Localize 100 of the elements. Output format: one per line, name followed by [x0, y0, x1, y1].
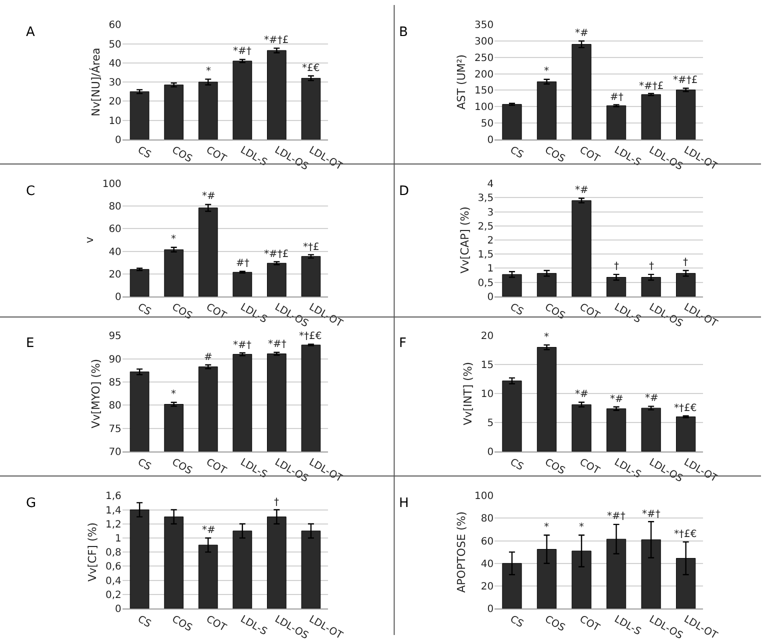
y-tick-label: 10 — [108, 116, 122, 127]
annotation: *# — [575, 28, 588, 39]
y-tick-label: 30 — [108, 78, 122, 89]
y-tick-label: 2,5 — [478, 221, 494, 232]
annotation: *# — [645, 393, 658, 404]
x-tick-label: CS — [508, 302, 526, 318]
y-tick-label: 40 — [480, 558, 494, 570]
y-tick-label: 60 — [108, 20, 122, 32]
y-tick-label: 15 — [480, 360, 494, 372]
y-tick-label: 100 — [474, 102, 494, 114]
y-axis-title: AST (UM²) — [455, 54, 468, 110]
annotation: *# — [202, 191, 216, 202]
x-tick-label: COT — [578, 456, 602, 478]
y-tick-label: 1,5 — [478, 250, 494, 261]
x-tick-label: COT — [204, 456, 229, 478]
y-tick-label: 50 — [108, 39, 122, 50]
x-tick-label: COT — [204, 614, 229, 634]
x-tick-label: CS — [508, 614, 526, 630]
annotation: * — [544, 332, 549, 343]
y-tick-label: 0 — [487, 134, 494, 146]
chart-title: A — [26, 25, 35, 40]
chart-title: D — [399, 184, 410, 199]
y-tick-label: 0,4 — [106, 576, 122, 587]
x-tick-label: CS — [508, 456, 526, 474]
annotation: † — [614, 261, 619, 272]
annotation: *†£€ — [674, 403, 697, 414]
y-axis-title: Vv[MYO] (%) — [89, 358, 102, 428]
x-tick-label: COS — [170, 144, 194, 165]
x-tick-label: COS — [542, 614, 567, 634]
y-tick-label: 80 — [108, 400, 122, 412]
y-tick-label: 0,5 — [478, 278, 494, 289]
annotation: † — [274, 497, 279, 508]
y-tick-label: 40 — [108, 246, 122, 258]
y-tick-label: 60 — [480, 536, 494, 548]
annotation: *# — [575, 185, 588, 196]
annotation: * — [544, 522, 549, 533]
y-tick-label: 250 — [474, 52, 494, 64]
y-tick-label: 1,4 — [106, 505, 122, 516]
y-tick-label: 80 — [480, 514, 494, 525]
y-axis-title: Nv[NU]/Área — [88, 48, 102, 116]
x-tick-label: COT — [204, 302, 229, 322]
annotation: #† — [610, 92, 624, 103]
y-tick-label: 0 — [115, 604, 122, 616]
y-tick-label: 60 — [108, 224, 122, 236]
annotation: * — [171, 234, 176, 245]
y-tick-label: 3 — [487, 207, 494, 218]
y-tick-label: 20 — [108, 96, 122, 108]
y-tick-label: 0,2 — [106, 590, 122, 601]
x-tick-label: COS — [170, 456, 194, 478]
annotation: # — [204, 352, 212, 363]
y-tick-label: 20 — [480, 331, 494, 342]
annotation: *#†£ — [264, 35, 289, 46]
x-tick-label: CS — [508, 144, 526, 162]
annotation: *#† — [607, 511, 626, 522]
x-tick-label: COT — [204, 144, 229, 166]
y-tick-label: 0,8 — [106, 548, 122, 559]
x-tick-label: CS — [136, 302, 153, 318]
annotation: *# — [202, 525, 216, 536]
y-tick-label: 50 — [480, 118, 494, 130]
y-tick-label: 90 — [108, 354, 122, 366]
y-axis-title: APOPTOSE (%) — [455, 511, 468, 593]
chart-title: B — [399, 25, 408, 40]
y-tick-label: 0 — [487, 446, 494, 458]
chart-title: F — [399, 336, 406, 351]
annotation: * — [206, 66, 211, 77]
y-tick-label: 95 — [108, 331, 122, 342]
y-tick-label: 0 — [487, 292, 494, 303]
x-tick-label: COT — [578, 302, 602, 322]
y-tick-label: 1,6 — [106, 491, 122, 502]
y-tick-label: 10 — [480, 389, 494, 400]
annotation: *†£€ — [299, 331, 322, 342]
annotation: *#† — [233, 46, 252, 57]
y-tick-label: 100 — [474, 491, 494, 502]
y-tick-label: 200 — [474, 69, 494, 80]
chart-title: E — [26, 336, 34, 351]
y-tick-label: 350 — [474, 20, 494, 32]
y-axis-title: Vv[INT] (%) — [462, 362, 475, 426]
annotation: *†£€ — [674, 529, 697, 540]
y-tick-label: 150 — [474, 86, 494, 97]
y-tick-label: 80 — [108, 202, 122, 213]
y-tick-label: 20 — [480, 581, 494, 592]
y-tick-label: 4 — [487, 179, 494, 190]
y-tick-label: 1,2 — [106, 519, 122, 530]
annotation: *#†£ — [639, 81, 664, 92]
y-axis-title: Vv[CF] (%) — [86, 522, 100, 582]
chart-title: G — [26, 496, 36, 511]
annotation: *#†£ — [264, 249, 289, 260]
x-tick-label: COS — [542, 456, 567, 478]
y-axis-title: Vv[CAP] (%) — [458, 206, 472, 274]
annotation: *†£ — [303, 242, 320, 253]
x-tick-label: COT — [578, 614, 602, 634]
annotation: *#†£ — [673, 75, 698, 86]
y-tick-label: 1 — [487, 264, 494, 275]
annotation: † — [683, 257, 688, 268]
annotation: #† — [236, 258, 250, 269]
annotation: † — [649, 261, 654, 272]
y-tick-label: 3,5 — [478, 193, 494, 204]
annotation: * — [171, 389, 176, 400]
y-tick-label: 2 — [487, 236, 494, 247]
annotation: *#† — [642, 509, 660, 520]
